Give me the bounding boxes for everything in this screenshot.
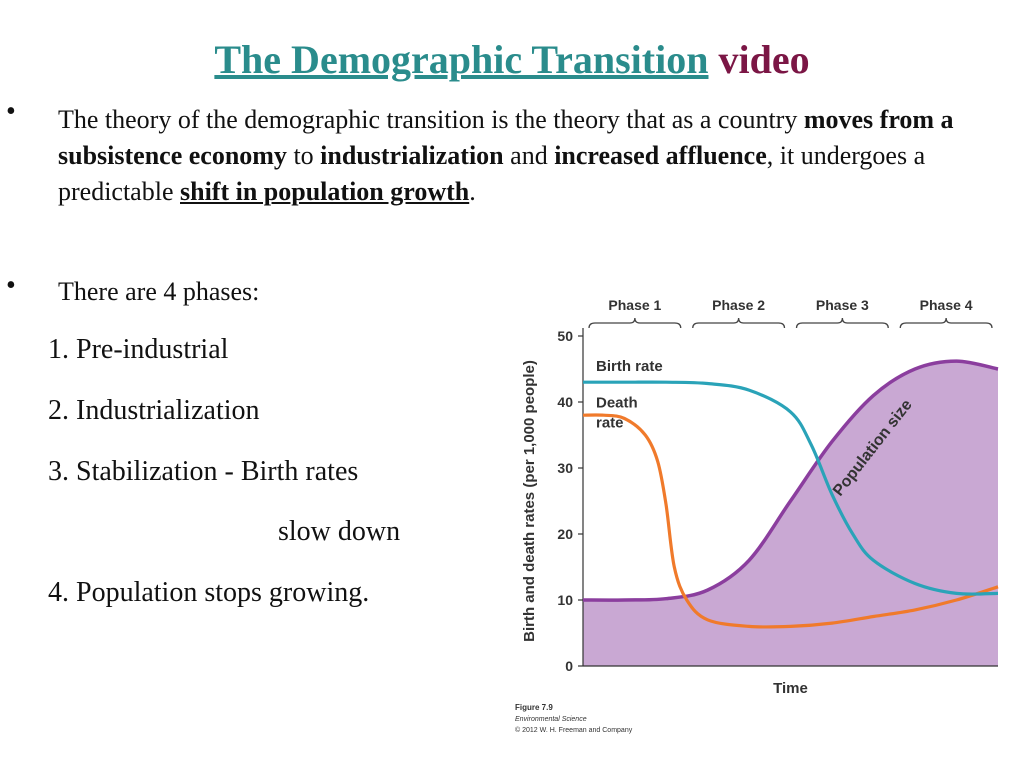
bullet-dot: • [6,96,16,127]
body-text: and [503,141,555,170]
phase-label: Phase 1 [608,297,661,313]
body-text: , it undergoes a predictable [58,141,926,206]
emphasis-text: increased affluence [554,141,767,170]
y-tick-label: 50 [557,328,573,344]
phase-item-1: 1. Pre-industrial [48,334,229,365]
bullet-dot: • [6,270,16,301]
birth-rate-line [582,380,999,596]
body-text: The theory of the demographic transition… [58,105,804,134]
phase-bracket [795,317,889,329]
death-rate-label-word: rate [596,414,624,431]
y-tick-label: 0 [565,658,573,674]
y-tick-label: 30 [557,460,573,476]
emphasis-text: shift in population growth [180,177,470,206]
figure-caption-book: Environmental Science [515,716,587,723]
population-area [583,361,998,666]
y-tick-label: 40 [557,394,573,410]
demographic-transition-chart: Phase 1 Phase 2 Phase 3 Phase 4 0 10 20 30 40 50… [515,297,999,734]
y-tick-label: 10 [557,592,573,608]
emphasis-text: moves from a subsistence economy [58,105,954,170]
figure-copyright: © 2012 W. H. Freeman and Company [515,726,633,734]
emphasis-text: industrialization [320,141,504,170]
theory-paragraph: The theory of the demographic transition… [58,102,958,210]
phase-label: Phase 2 [712,297,765,313]
phase-item-4: 4. Population stops growing. [48,577,370,608]
phase-bracket [899,317,993,329]
phase-bracket [588,317,682,329]
phase-item-3-cont: slow down [278,516,401,547]
y-tick-label: 20 [557,526,573,542]
population-line [582,359,999,602]
phases-intro: There are 4 phases: [58,277,260,306]
phase-item-2: 2. Industrialization [48,395,260,426]
phase-label: Phase 3 [816,297,869,313]
death-rate-label-word: Death [596,394,638,411]
birth-rate-label: Birth rate [596,358,663,375]
body-text: to [286,141,321,170]
slide-title: The Demographic Transition video [0,38,1024,82]
x-axis-label: Time [773,680,808,697]
title-suffix: video [708,37,810,82]
phase-label: Phase 4 [920,297,973,313]
y-axis-label: Birth and death rates (per 1,000 people) [521,360,538,642]
figure-caption: Figure 7.9 [515,703,553,712]
body-text: . [469,177,476,206]
phase-bracket [692,317,786,329]
death-rate-line [582,413,999,629]
death-rate-label: Death rate [596,394,638,431]
phase-item-3: 3. Stabilization - Birth rates [48,456,359,487]
title-link[interactable]: The Demographic Transition [214,37,709,82]
